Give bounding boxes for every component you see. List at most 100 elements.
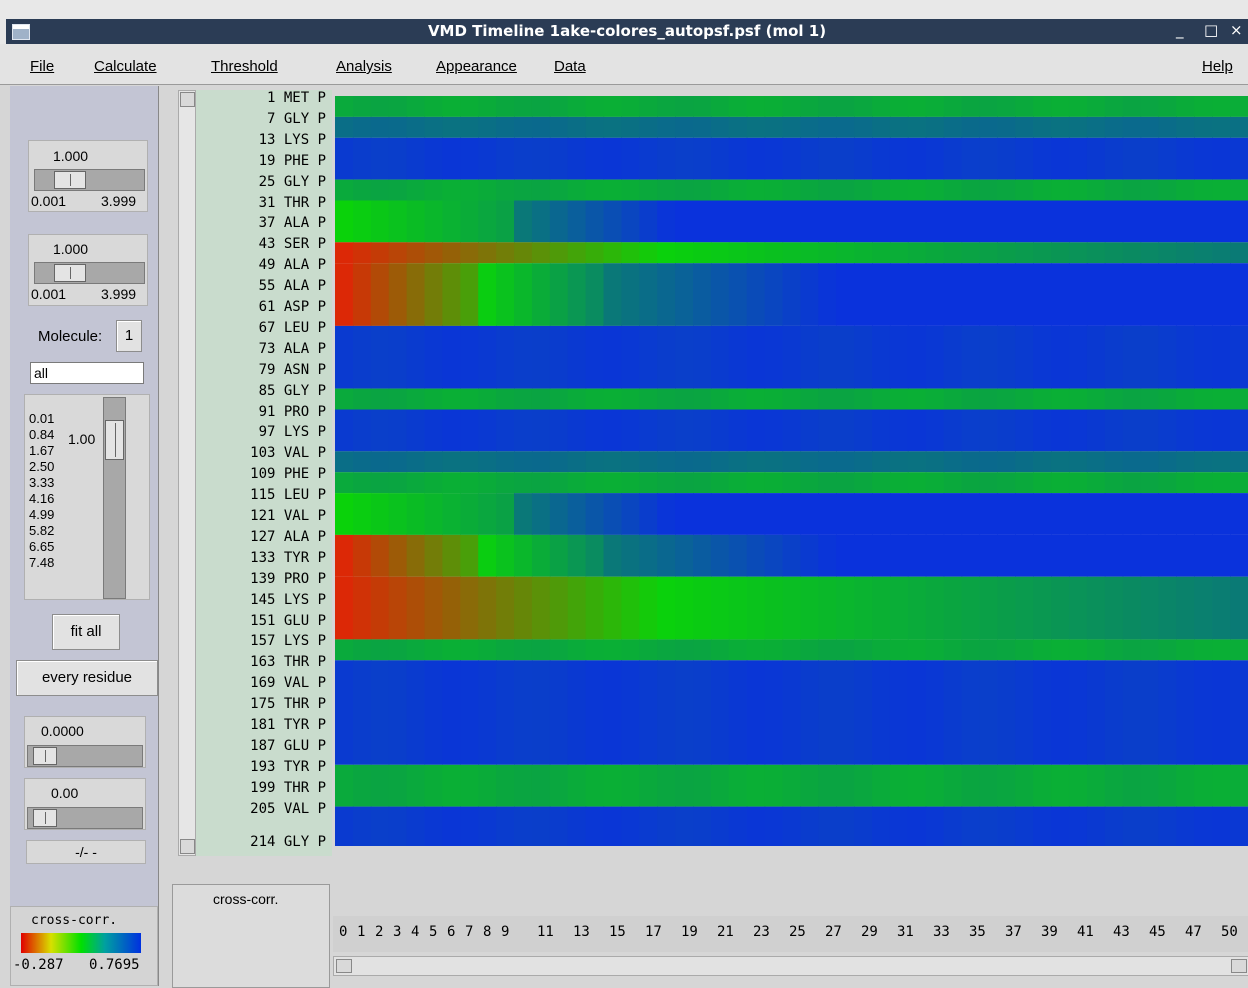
zoom-trough[interactable] bbox=[103, 397, 126, 599]
scale-3-thumb[interactable] bbox=[32, 747, 57, 765]
vertical-scrollbar[interactable] bbox=[178, 90, 196, 856]
scale-1-trough[interactable] bbox=[34, 169, 145, 191]
residue-label[interactable]: 127 ALA P bbox=[250, 528, 326, 545]
residue-label[interactable]: 121 VAL P bbox=[250, 508, 326, 524]
fit-all-button[interactable]: fit all bbox=[52, 614, 120, 650]
residue-label[interactable]: 139 PRO P bbox=[250, 570, 326, 587]
residue-label[interactable]: 91 PRO P bbox=[258, 403, 326, 420]
heatmap-cell bbox=[889, 242, 909, 264]
residue-label[interactable]: 175 THR P bbox=[250, 696, 326, 713]
residue-label[interactable]: 181 TYR P bbox=[250, 717, 326, 733]
residue-label[interactable]: 205 VAL P bbox=[250, 800, 326, 817]
heatmap-cell bbox=[854, 639, 873, 661]
menu-appearance[interactable]: Appearance bbox=[436, 58, 517, 75]
residue-label[interactable]: 49 ALA P bbox=[258, 257, 326, 274]
menu-file[interactable]: File bbox=[30, 58, 55, 75]
heatmap-cell bbox=[352, 409, 372, 452]
residue-label[interactable]: 133 TYR P bbox=[250, 549, 326, 566]
window-title-bar[interactable]: VMD Timeline 1ake-colores_autopsf.psf (m… bbox=[6, 19, 1248, 44]
residue-label[interactable]: 169 VAL P bbox=[250, 675, 326, 692]
menu-data[interactable]: Data bbox=[554, 58, 586, 75]
heatmap-cell bbox=[603, 639, 623, 661]
heatmap-cell bbox=[1051, 639, 1070, 661]
scale-3-trough[interactable] bbox=[27, 745, 143, 767]
heatmap-cell bbox=[907, 639, 927, 661]
heatmap-cell bbox=[693, 200, 712, 243]
menu-calculate[interactable]: Calculate bbox=[94, 58, 157, 75]
selection-input[interactable]: all bbox=[30, 362, 144, 384]
heatmap-cell bbox=[1230, 472, 1248, 494]
residue-label[interactable]: 115 LEU P bbox=[250, 487, 326, 504]
molecule-menubutton[interactable]: 1 bbox=[116, 320, 142, 352]
heatmap-cell bbox=[710, 576, 730, 640]
residue-label[interactable]: 193 TYR P bbox=[250, 758, 326, 775]
heatmap-cell bbox=[496, 200, 515, 243]
heatmap-cell bbox=[907, 493, 927, 535]
residue-label[interactable]: 43 SER P bbox=[258, 236, 326, 253]
heatmap-cell bbox=[907, 806, 927, 846]
heatmap-cell bbox=[1086, 116, 1106, 138]
heatmap-cell bbox=[406, 242, 426, 264]
residue-label[interactable]: 214 GLY P bbox=[250, 834, 326, 850]
timeline-heatmap[interactable] bbox=[335, 96, 1248, 846]
residue-label[interactable]: 199 THR P bbox=[250, 779, 326, 796]
residue-label[interactable]: 157 LYS P bbox=[250, 633, 326, 650]
heatmap-cell bbox=[800, 472, 819, 494]
heatmap-cell bbox=[567, 806, 587, 846]
heatmap-cell bbox=[728, 116, 748, 138]
residue-label[interactable]: 13 LYS P bbox=[258, 131, 326, 148]
scroll-down-arrow-icon[interactable] bbox=[180, 839, 195, 854]
residue-label[interactable]: 97 LYS P bbox=[258, 424, 326, 441]
scale-1-thumb[interactable] bbox=[54, 171, 87, 189]
residue-label[interactable]: 103 VAL P bbox=[250, 445, 326, 462]
heatmap-cell bbox=[549, 116, 569, 138]
scroll-right-arrow-icon[interactable] bbox=[1231, 959, 1247, 973]
heatmap-cell bbox=[907, 451, 927, 473]
residue-label[interactable]: 7 GLY P bbox=[266, 110, 326, 127]
close-button[interactable]: × bbox=[1230, 21, 1243, 39]
residue-label[interactable]: 79 ASN P bbox=[258, 361, 326, 378]
residue-label[interactable]: 1 MET P bbox=[266, 90, 326, 106]
heatmap-cell bbox=[370, 764, 390, 807]
residue-label[interactable]: 25 GLY P bbox=[258, 173, 326, 190]
window-menu-icon[interactable] bbox=[12, 24, 30, 40]
frame-tick-label: 31 bbox=[897, 924, 914, 940]
minimize-button[interactable]: _ bbox=[1176, 21, 1184, 39]
residue-label[interactable]: 37 ALA P bbox=[258, 215, 326, 232]
residue-label[interactable]: 145 LYS P bbox=[250, 591, 326, 608]
residue-label[interactable]: 67 LEU P bbox=[258, 319, 326, 336]
heatmap-cell bbox=[1122, 388, 1142, 410]
scale-2-trough[interactable] bbox=[34, 262, 145, 284]
scale-4-thumb[interactable] bbox=[32, 809, 57, 827]
residue-label[interactable]: 151 GLU P bbox=[250, 612, 326, 629]
scroll-left-arrow-icon[interactable] bbox=[336, 959, 352, 973]
every-residue-button[interactable]: every residue bbox=[16, 660, 158, 696]
menu-threshold[interactable]: Threshold bbox=[211, 58, 278, 75]
heatmap-cell bbox=[567, 242, 587, 264]
residue-label[interactable]: 19 PHE P bbox=[258, 152, 326, 169]
heatmap-cell bbox=[889, 409, 909, 452]
menu-analysis[interactable]: Analysis bbox=[336, 58, 392, 75]
residue-label[interactable]: 61 ASP P bbox=[258, 299, 326, 315]
scale-4-trough[interactable] bbox=[27, 807, 143, 829]
heatmap-cell bbox=[800, 200, 819, 243]
heatmap-cell bbox=[567, 472, 587, 494]
scale-2-thumb[interactable] bbox=[54, 264, 87, 282]
scroll-up-arrow-icon[interactable] bbox=[180, 92, 195, 107]
residue-label[interactable]: 109 PHE P bbox=[250, 466, 326, 483]
residue-label[interactable]: 163 THR P bbox=[250, 654, 326, 671]
heatmap-cell bbox=[872, 325, 891, 389]
zoom-thumb[interactable] bbox=[105, 420, 124, 460]
maximize-button[interactable]: □ bbox=[1204, 21, 1219, 39]
horizontal-scrollbar[interactable] bbox=[333, 956, 1248, 976]
heatmap-cell bbox=[424, 472, 444, 494]
residue-label[interactable]: 55 ALA P bbox=[258, 278, 326, 295]
residue-label[interactable]: 73 ALA P bbox=[258, 340, 326, 357]
heatmap-cell bbox=[818, 116, 837, 138]
residue-label[interactable]: 187 GLU P bbox=[250, 737, 326, 754]
residue-label[interactable]: 85 GLY P bbox=[258, 382, 326, 399]
residue-label[interactable]: 31 THR P bbox=[258, 194, 326, 211]
heatmap-cell bbox=[1230, 137, 1248, 180]
menu-help[interactable]: Help bbox=[1202, 58, 1233, 75]
heatmap-cell bbox=[943, 472, 963, 494]
